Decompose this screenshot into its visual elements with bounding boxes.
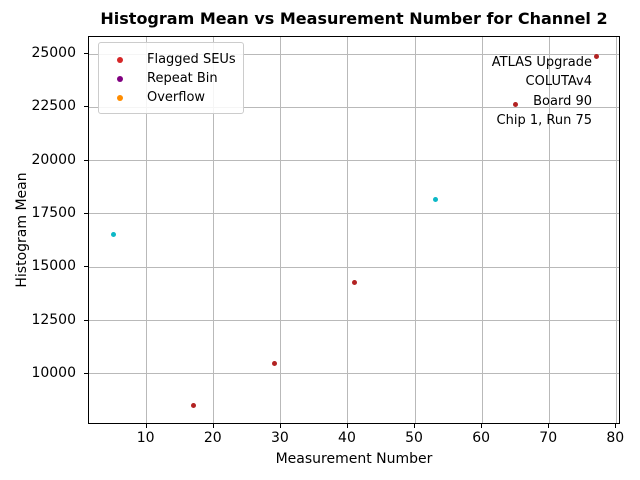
- y-tick-mark: [84, 212, 88, 214]
- data-point: [271, 360, 277, 366]
- gridline: [89, 266, 619, 268]
- y-tick-label: 17500: [31, 204, 76, 221]
- gridline: [548, 37, 550, 423]
- data-point: [110, 231, 116, 237]
- x-tick-label: 50: [405, 430, 423, 446]
- x-tick-mark: [615, 424, 617, 428]
- x-tick-mark: [279, 424, 281, 428]
- x-tick-label: 80: [606, 430, 625, 446]
- data-point: [191, 403, 197, 409]
- gridline: [89, 160, 619, 162]
- gridline: [146, 37, 148, 423]
- x-tick-label: 70: [539, 430, 558, 446]
- gridline: [481, 37, 483, 423]
- gridline: [89, 320, 619, 322]
- data-point: [432, 196, 438, 202]
- overflow-marker-icon: [117, 94, 123, 101]
- x-tick-mark: [481, 424, 483, 428]
- x-tick-label: 60: [472, 430, 491, 446]
- gridline: [347, 37, 349, 423]
- y-tick-mark: [84, 266, 88, 268]
- legend-label: Flagged SEUs: [147, 52, 236, 67]
- annotation-line: COLUTAv4: [525, 74, 592, 90]
- x-tick-label: 30: [270, 430, 289, 446]
- x-tick-label: 20: [203, 430, 222, 446]
- x-tick-mark: [346, 424, 348, 428]
- gridline: [89, 213, 619, 215]
- y-tick-label: 20000: [31, 151, 76, 168]
- x-tick-mark: [145, 424, 147, 428]
- y-tick-mark: [84, 372, 88, 374]
- chart-title: Histogram Mean vs Measurement Number for…: [100, 9, 608, 28]
- y-tick-label: 15000: [31, 258, 76, 275]
- y-tick-mark: [84, 159, 88, 161]
- gridline: [89, 106, 619, 108]
- flagged-seus-marker-icon: [117, 56, 123, 63]
- data-point: [513, 101, 519, 107]
- legend-item-repeat-bin: Repeat Bin: [99, 69, 243, 88]
- y-tick-label: 22500: [31, 98, 76, 115]
- x-tick-mark: [212, 424, 214, 428]
- data-point: [593, 53, 599, 59]
- y-tick-label: 12500: [31, 311, 76, 328]
- annotation-line: Chip 1, Run 75: [496, 113, 592, 129]
- gridline: [89, 53, 619, 55]
- plot-area: Flagged SEUs Repeat Bin Overflow ATLAS U…: [88, 36, 620, 424]
- repeat-bin-marker-icon: [117, 75, 123, 82]
- gridline: [414, 37, 416, 423]
- y-tick-mark: [84, 106, 88, 108]
- annotation-line: Board 90: [533, 93, 592, 109]
- gridline: [280, 37, 282, 423]
- x-tick-mark: [414, 424, 416, 428]
- legend-item-overflow: Overflow: [99, 88, 243, 107]
- y-tick-label: 25000: [31, 45, 76, 62]
- annotation: ATLAS Upgrade COLUTAv4 Board 90 Chip 1, …: [492, 53, 592, 131]
- gridline: [615, 37, 617, 423]
- x-tick-mark: [548, 424, 550, 428]
- gridline: [89, 373, 619, 375]
- y-tick-mark: [84, 319, 88, 321]
- y-tick-mark: [84, 53, 88, 55]
- legend-label: Overflow: [147, 90, 206, 105]
- gridline: [213, 37, 215, 423]
- legend: Flagged SEUs Repeat Bin Overflow: [98, 42, 244, 114]
- y-axis-label: Histogram Mean: [14, 172, 30, 288]
- legend-item-flagged-seus: Flagged SEUs: [99, 50, 243, 69]
- legend-label: Repeat Bin: [147, 71, 218, 86]
- y-tick-label: 10000: [31, 364, 76, 381]
- annotation-line: ATLAS Upgrade: [491, 55, 592, 70]
- x-tick-label: 40: [338, 430, 356, 446]
- x-axis-label: Measurement Number: [275, 451, 433, 467]
- x-tick-label: 10: [136, 430, 155, 446]
- data-point: [352, 279, 358, 285]
